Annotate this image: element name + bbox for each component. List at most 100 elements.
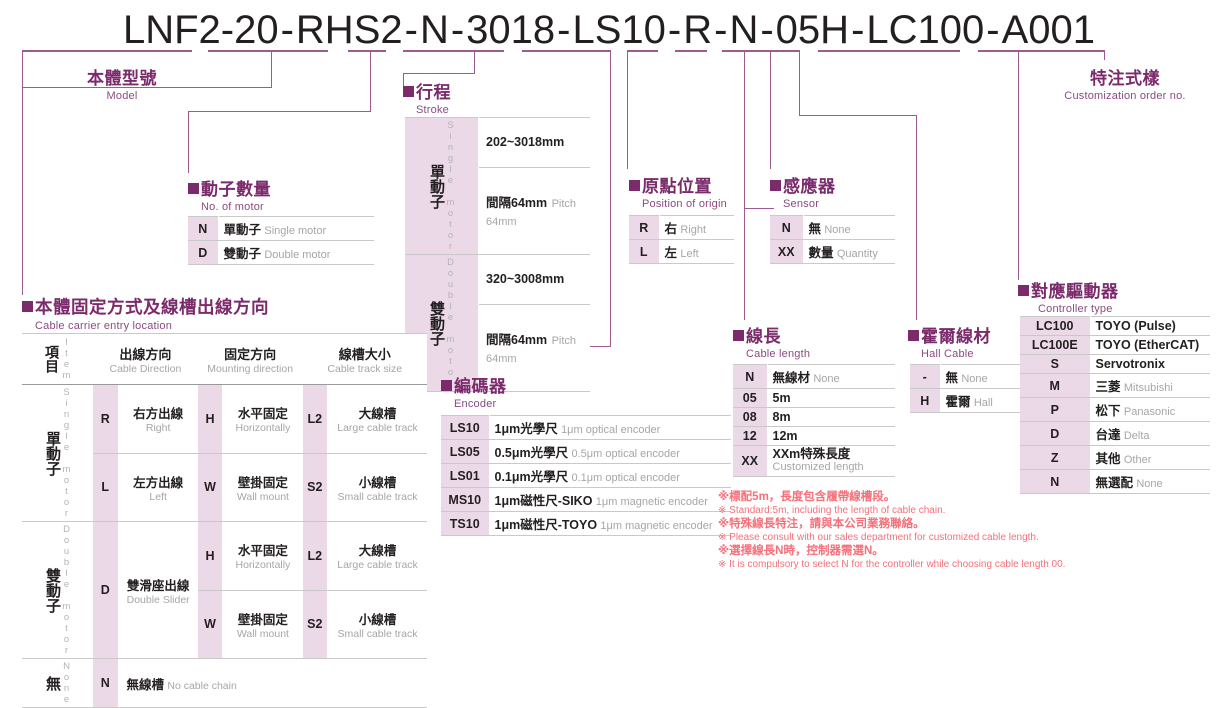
header-cable-direction: 出線方向 Cable Direction [93, 333, 198, 385]
track-en: Large cable track [337, 422, 418, 435]
desc-cn: 數量 [808, 246, 834, 260]
note-cn: ※標配5m，長度包含履帶線槽段。 [718, 491, 896, 503]
desc-en: 0.1μm optical encoder [571, 472, 680, 484]
cell-track-desc: 大線槽 Large cable track [327, 384, 427, 454]
section-controller-type: 對應驅動器 Controller type [1018, 277, 1119, 315]
mount-cn: 壁掛固定 [237, 612, 288, 627]
code-dash: - [760, 8, 774, 52]
table-row: M 三菱 Mitsubishi [1020, 373, 1210, 398]
section-customization-title-en: Customization order no. [1064, 90, 1186, 102]
section-hall-cable-title-cn: 霍爾線材 [921, 327, 991, 346]
note-cn: ※選擇線長N時，控制器需選N。 [718, 545, 884, 557]
header-mounting-direction-en: Mounting direction [207, 362, 294, 375]
code-underline-sensor [675, 50, 707, 52]
desc-cn: 5m [772, 391, 791, 405]
cell-mount-desc: 壁掛固定 Wall mount [222, 452, 303, 522]
mount-en: Horizontally [235, 559, 291, 572]
code-underline-customization [978, 50, 1104, 52]
desc-cn: 無選配 [1095, 476, 1134, 490]
table-row: 雙動子 Double motor 320~3008mm [405, 254, 590, 392]
section-controller-title-cn: 對應驅動器 [1031, 282, 1119, 301]
group-label-en: None [61, 661, 72, 705]
cell-mount-code: W [197, 589, 224, 659]
desc-cn: 台達 [1095, 428, 1121, 442]
desc-en: Quantity [836, 248, 878, 260]
table-position-of-origin: R 右 Right L 左 Left [629, 215, 734, 264]
cell-code: Z [1020, 445, 1091, 470]
desc-en: None [824, 224, 851, 236]
track-cn: 大線槽 [358, 407, 397, 422]
desc-cn: 右 [664, 222, 678, 236]
group-label-en: Double motor [61, 524, 72, 656]
bullet-square-icon [403, 86, 414, 97]
dir-en: Left [149, 490, 167, 503]
cell-code: L [629, 239, 660, 264]
header-mounting-direction: 固定方向 Mounting direction [197, 333, 303, 385]
section-model-title-cn: 本體型號 [87, 69, 157, 88]
section-customization-title-cn: 特注式樣 [1090, 69, 1160, 88]
group-label-cn: 雙動子 [44, 567, 61, 613]
table-row: XX XXm特殊長度 Customized length [733, 445, 895, 477]
connector-origin-v1 [627, 50, 629, 169]
table-row: Z 其他 Other [1020, 445, 1210, 470]
header-item: 項目 Item [22, 333, 93, 385]
table-hall-cable: - 無 None H 霍爾 Hall [910, 364, 1028, 413]
code-dash: - [714, 8, 728, 52]
section-origin-title-en: Position of origin [642, 198, 727, 210]
table-row: LS10 1μm光學尺 1μm optical encoder [441, 415, 731, 440]
code-segment-origin: R [683, 8, 713, 52]
cell-desc: 數量 Quantity [803, 239, 895, 264]
cell-code: P [1020, 397, 1091, 422]
section-cable-length-title-cn: 線長 [746, 327, 781, 346]
desc-cn: 無線材 [772, 371, 811, 385]
desc-en: Mitsubishi [1123, 382, 1173, 394]
table-row: LC100 TOYO (Pulse) [1020, 316, 1210, 336]
cell-mount-desc: 水平固定 Horizontally [222, 384, 303, 454]
cell-code: N [188, 216, 219, 241]
cell-dir-desc: 雙滑座出線 Double Slider [118, 521, 198, 659]
connector-model-v1 [22, 50, 24, 92]
table-header-row: 項目 Item 出線方向 Cable Direction 固定方向 Mounti… [22, 333, 427, 385]
group-label-cn: 無 [44, 675, 61, 691]
connector-stroke-v1 [474, 50, 476, 74]
section-cable-length: 線長 Cable length [733, 322, 810, 360]
header-cable-track-size-cn: 線槽大小 [338, 346, 391, 362]
desc-en: 1μm magnetic encoder [600, 520, 713, 532]
table-row: N 無線材 None [733, 364, 895, 389]
note-en: ※ Please consult with our sales departme… [718, 532, 1039, 543]
section-cable-entry-title-en: Cable carrier entry location [35, 320, 173, 332]
section-no-of-motor-title-cn: 動子數量 [201, 180, 271, 199]
cell-desc: 無線材 None [767, 364, 895, 389]
desc-cn: 無線槽 [126, 677, 165, 692]
track-en: Small cable track [337, 490, 418, 503]
bullet-square-icon [1018, 285, 1029, 296]
desc-cn: 左 [664, 246, 678, 260]
note-en: ※ It is compulsory to select N for the c… [718, 559, 1066, 570]
desc-cn: 12m [772, 429, 798, 443]
cell-desc: 單動子 Single motor [218, 216, 374, 241]
desc-en: None [961, 373, 988, 385]
dir-cn: 左方出線 [133, 475, 184, 490]
code-underline-origin [627, 50, 658, 52]
cell-desc: 無線槽 No cable chain [118, 658, 427, 708]
cell-group-label: 單動子 Single motor [405, 117, 479, 255]
connector-stroke-v2 [403, 73, 405, 88]
bullet-square-icon [441, 380, 452, 391]
desc-cn: 雙動子 [223, 247, 262, 261]
cell-code: 08 [733, 407, 768, 427]
cell-group-label-double: 雙動子 Double motor [22, 521, 93, 659]
table-row: L 左方出線 Left W 壁掛固定 Wall mount S2 小線槽 Sma… [22, 452, 427, 522]
cell-code: - [910, 364, 941, 389]
section-hall-cable-title-en: Hall Cable [921, 348, 974, 360]
section-model: 本體型號 Model [52, 64, 192, 102]
table-no-of-motor: N 單動子 Single motor D 雙動子 Double motor [188, 216, 374, 265]
connector-hall-h1 [799, 115, 916, 117]
cell-desc: 松下 Panasonic [1090, 397, 1210, 422]
code-underline-encoder [522, 50, 610, 52]
cell-code: 05 [733, 388, 768, 408]
cell-mount-desc: 水平固定 Horizontally [222, 521, 303, 591]
connector-cable-length-v1 [744, 50, 746, 209]
cell-mount-code: W [197, 452, 224, 522]
desc-cn: 無 [808, 222, 822, 236]
table-row: 無 None N 無線槽 No cable chain [22, 658, 427, 708]
